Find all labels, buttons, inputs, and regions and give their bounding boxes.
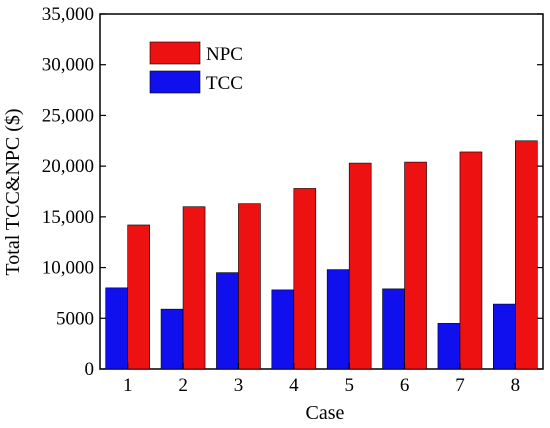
bar-tcc-case-5 <box>326 269 350 370</box>
bar-npc-case-6 <box>404 161 427 370</box>
x-tick-label: 4 <box>289 375 299 396</box>
legend-label-npc: NPC <box>206 44 243 65</box>
x-tick-label: 5 <box>344 375 354 396</box>
y-tick-label: 0 <box>85 359 95 380</box>
bar-npc-case-5 <box>348 162 372 370</box>
x-tick-label: 7 <box>455 375 465 396</box>
bar-npc-case-2 <box>182 206 206 370</box>
bar-npc-case-3 <box>238 203 261 370</box>
legend-swatch-tcc <box>149 70 201 94</box>
plot-border <box>99 13 544 370</box>
x-tick-label: 6 <box>400 375 410 396</box>
bar-tcc-case-4 <box>271 289 295 370</box>
y-tick-label: 30,000 <box>42 55 94 76</box>
bar-tcc-case-1 <box>105 287 128 370</box>
bar-npc-case-7 <box>459 151 483 370</box>
y-tick-label: 20,000 <box>42 156 94 177</box>
bar-tcc-case-2 <box>160 308 184 370</box>
y-tick-label: 35,000 <box>42 4 94 25</box>
y-tick-label: 5000 <box>56 308 94 329</box>
plot-frame <box>99 13 544 370</box>
x-tick-label: 3 <box>234 375 244 396</box>
bar-tcc-case-6 <box>382 288 405 370</box>
y-tick-label: 15,000 <box>42 207 94 228</box>
x-tick-label: 1 <box>123 375 133 396</box>
bar-npc-case-4 <box>293 188 317 370</box>
bar-npc-case-8 <box>515 140 538 370</box>
legend-swatch-npc <box>149 41 201 65</box>
y-axis-title: Total TCC&NPC ($) <box>2 108 24 275</box>
x-axis-title: Case <box>306 402 345 424</box>
bar-npc-case-1 <box>127 224 150 370</box>
x-tick-label: 2 <box>178 375 188 396</box>
bars <box>105 140 538 370</box>
y-axis: 0 5000 10,000 15,000 20,000 25,000 30,000 35,00… <box>42 4 543 380</box>
bar-tcc-case-7 <box>437 323 461 370</box>
bar-tcc-case-8 <box>493 303 516 370</box>
bar-tcc-case-3 <box>216 272 239 370</box>
y-tick-label: 10,000 <box>42 258 94 279</box>
legend: NPC TCC <box>149 41 243 94</box>
legend-label-tcc: TCC <box>206 73 243 94</box>
x-axis: 1 2 3 4 5 6 7 8 <box>123 363 520 396</box>
x-tick-label: 8 <box>511 375 521 396</box>
y-tick-label: 25,000 <box>42 105 94 126</box>
